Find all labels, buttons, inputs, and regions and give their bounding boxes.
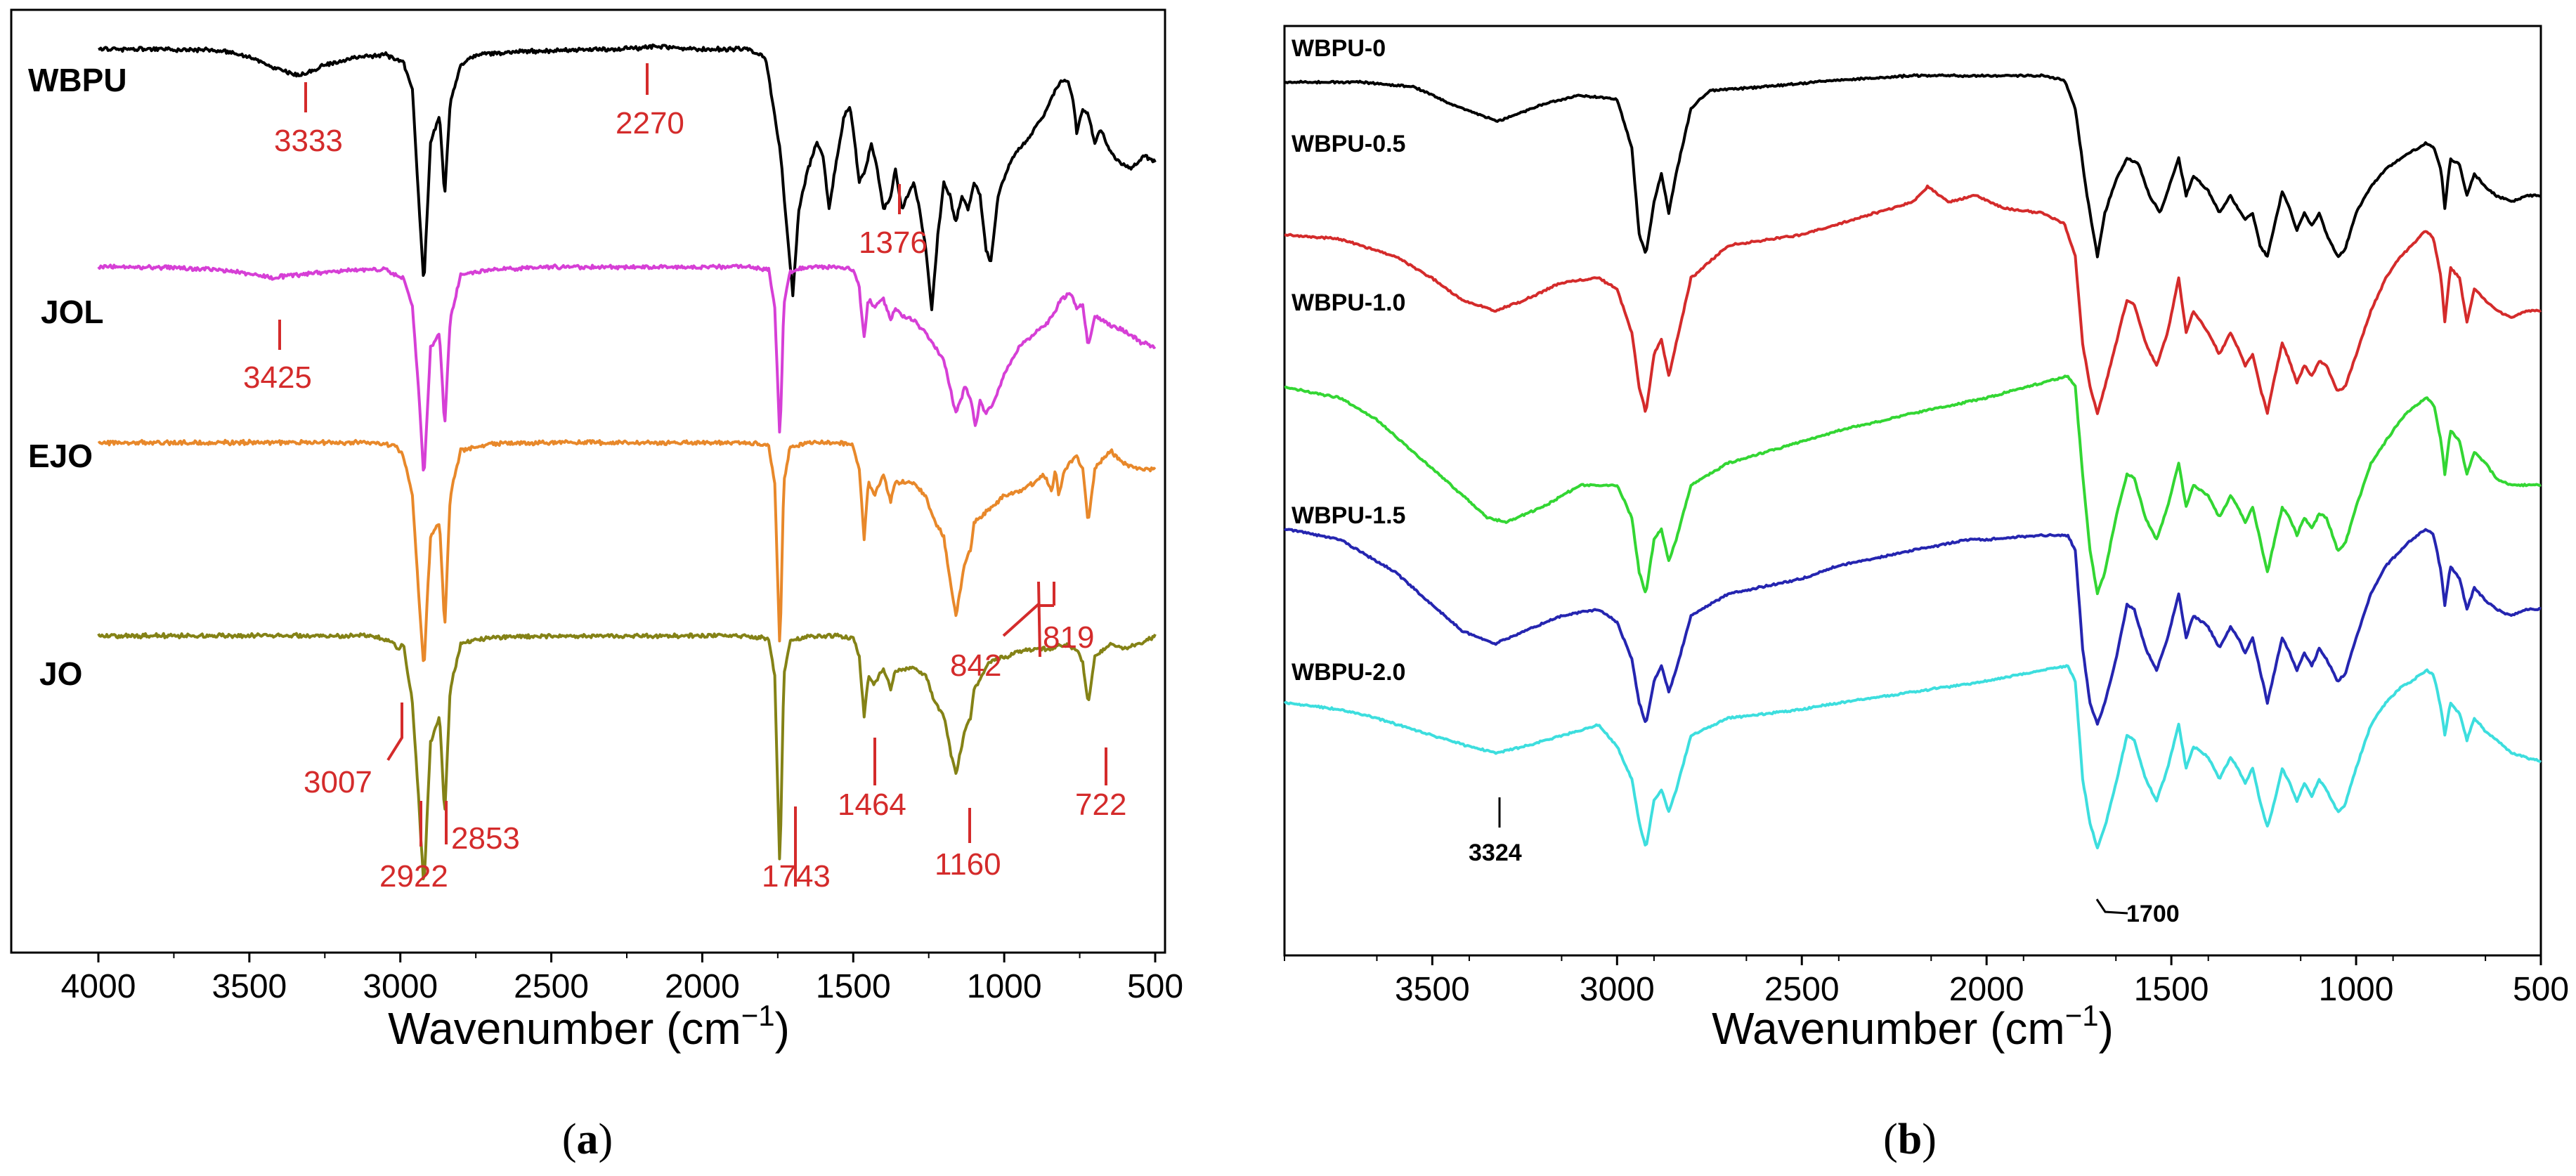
series-label-wbpu-0-5: WBPU-0.5: [1292, 131, 1405, 157]
series-label-wbpu: WBPU: [28, 62, 127, 98]
x-tick-label-3500: 3500: [212, 968, 287, 1005]
annotation-722: 722: [1075, 788, 1126, 822]
panel-a-x-axis-title-main: Wavenumber (cm: [388, 1003, 741, 1054]
series-line-jo: [97, 632, 1157, 881]
x-tick-label-1000: 1000: [2319, 971, 2394, 1008]
x-tick-label-2500: 2500: [1764, 971, 1840, 1008]
panel-a-x-axis-title: Wavenumber (cm−1): [388, 999, 790, 1054]
x-tick-label-1000: 1000: [967, 968, 1042, 1005]
panel-b-peak-markers: [1498, 797, 2128, 915]
marker-842: [1037, 581, 1041, 658]
x-tick-label-1500: 1500: [2134, 971, 2209, 1008]
annotation-3333: 3333: [274, 124, 343, 158]
panel-b-x-ticks: 3500 3000 2500 2000 1500 1000 500: [1284, 955, 2569, 1008]
annotation-1160: 1160: [935, 847, 1001, 882]
panel-b-chart: 3500 3000 2500 2000 1500 1000 500 WBPU-0 WBPU-…: [1283, 25, 2569, 1163]
panel-b-label-close: ): [1922, 1116, 1937, 1163]
x-tick-label-4000: 4000: [61, 968, 136, 1005]
panel-a-x-axis-title-close: ): [775, 1003, 790, 1054]
annotation-842: 842: [950, 648, 1001, 683]
panel-b-x-axis-title: Wavenumber (cm−1): [1712, 999, 2114, 1054]
series-label-wbpu-2-0: WBPU-2.0: [1292, 659, 1405, 686]
series-line-wbpu-1-5: [1283, 527, 2542, 726]
panel-b-x-axis-title-main: Wavenumber (cm: [1712, 1003, 2065, 1054]
annotation-2922: 2922: [379, 859, 448, 894]
series-line-wbpu-0: [1284, 73, 2542, 259]
marker-842-819-leader: [1002, 603, 1040, 637]
series-label-wbpu-1-0: WBPU-1.0: [1292, 289, 1405, 316]
series-label-jo: JO: [39, 655, 82, 692]
series-line-wbpu-2-0: [1283, 664, 2542, 849]
annotation-2853: 2853: [451, 821, 520, 856]
panel-a-label: (a): [562, 1116, 613, 1163]
series-line-jol: [97, 263, 1157, 472]
annotation-1743: 1743: [762, 859, 831, 894]
series-line-wbpu: [98, 43, 1157, 311]
series-line-ejo: [97, 438, 1157, 662]
panel-b-label: (b): [1883, 1116, 1937, 1163]
x-tick-label-500: 500: [2513, 971, 2569, 1008]
panel-a-label-letter: a: [577, 1116, 599, 1163]
annotation-819: 819: [1043, 620, 1094, 655]
annotation-1376: 1376: [859, 226, 928, 260]
x-tick-label-1500: 1500: [816, 968, 891, 1005]
panel-a-series-group: [97, 43, 1157, 881]
annotation-1464: 1464: [838, 788, 906, 822]
panel-a-x-axis-title-sup: −1: [741, 999, 775, 1032]
panel-a-frame: [10, 8, 1166, 954]
series-line-wbpu-0-5: [1284, 184, 2542, 415]
x-tick-label-2500: 2500: [514, 968, 589, 1005]
panel-b-label-letter: b: [1898, 1116, 1922, 1163]
series-label-wbpu-1-5: WBPU-1.5: [1292, 502, 1405, 529]
series-label-wbpu-0: WBPU-0: [1292, 35, 1386, 62]
x-tick-label-2000: 2000: [665, 968, 740, 1005]
marker-1700: [2095, 899, 2128, 915]
marker-3007: [386, 703, 403, 762]
annotation-1700: 1700: [2126, 901, 2180, 927]
series-line-wbpu-1-0: [1284, 374, 2542, 596]
annotation-3324: 3324: [1469, 839, 1522, 866]
x-tick-label-500: 500: [1127, 968, 1183, 1005]
panel-b-series-group: [1283, 73, 2542, 849]
panel-b-label-open: (: [1883, 1116, 1898, 1163]
x-tick-label-3000: 3000: [363, 968, 438, 1005]
panel-a-label-close: ): [599, 1116, 613, 1163]
annotation-2270: 2270: [616, 106, 684, 141]
annotation-3007: 3007: [304, 765, 372, 799]
panel-a-x-ticks: 4000 3500 3000 2500 2000 1500 1000 500: [61, 953, 1183, 1005]
x-tick-label-3000: 3000: [1580, 971, 1655, 1008]
panel-a-peak-markers: [278, 63, 1107, 887]
panel-a-label-open: (: [562, 1116, 577, 1163]
x-tick-label-2000: 2000: [1949, 971, 2024, 1008]
x-tick-label-3500: 3500: [1395, 971, 1470, 1008]
annotation-3425: 3425: [243, 360, 312, 395]
panel-b-x-axis-title-close: ): [2099, 1003, 2114, 1054]
series-label-jol: JOL: [41, 294, 103, 330]
panel-b-frame: [1283, 25, 2542, 957]
panel-a-chart: 4000 3500 3000 2500 2000 1500 1000 500 WBPU JOL…: [10, 8, 1183, 1163]
series-label-ejo: EJO: [28, 438, 93, 474]
panel-b-x-axis-title-sup: −1: [2065, 999, 2099, 1032]
